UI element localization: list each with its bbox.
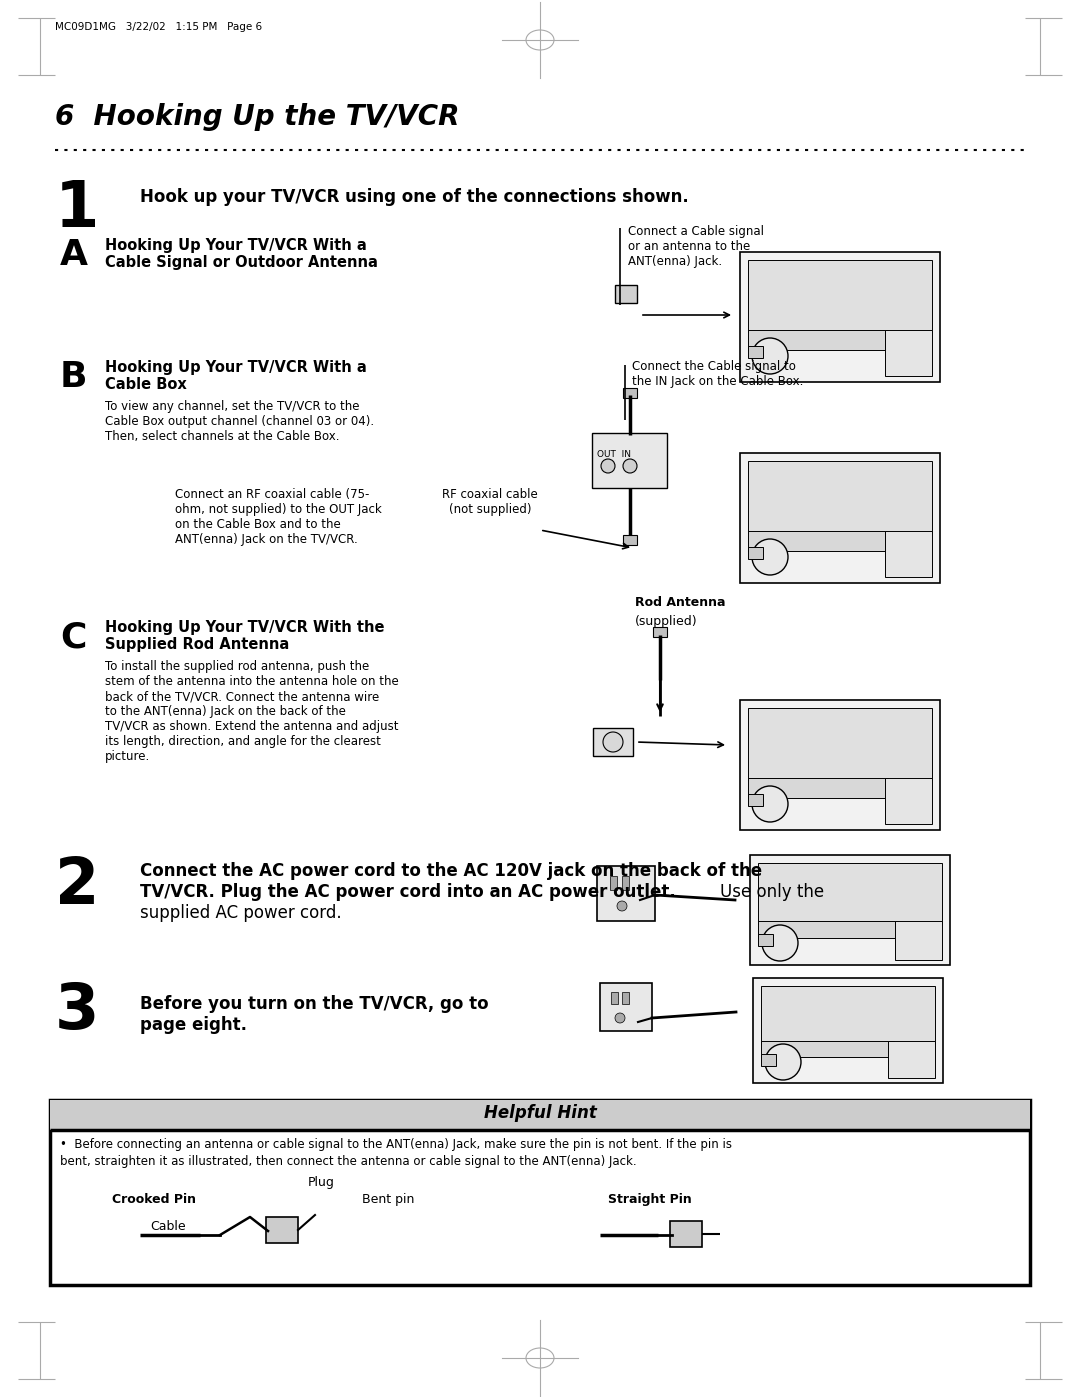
Bar [748,531,888,550]
Bar [750,855,950,965]
Bar [758,935,773,946]
Circle shape [603,732,623,752]
Text: Bent pin: Bent pin [362,1193,415,1206]
Circle shape [752,539,788,576]
Text: •  Before connecting an antenna or cable signal to the ANT(enna) Jack, make sure: • Before connecting an antenna or cable … [60,1139,732,1151]
Text: bent, straighten it as illustrated, then connect the antenna or cable signal to : bent, straighten it as illustrated, then… [60,1155,636,1168]
Bar [748,345,762,358]
Bar [622,876,629,890]
Circle shape [752,338,788,374]
Text: Connect the Cable signal to
the IN Jack on the Cable Box.: Connect the Cable signal to the IN Jack … [632,360,804,388]
Bar [748,330,888,349]
Bar [888,1041,935,1077]
Circle shape [617,901,627,911]
Text: supplied AC power cord.: supplied AC power cord. [140,904,341,922]
Bar [885,330,932,376]
Text: 1: 1 [55,177,99,240]
Text: Straight Pin: Straight Pin [608,1193,692,1206]
Bar [597,866,654,921]
Bar [593,728,633,756]
Circle shape [623,460,637,474]
Text: 3: 3 [55,981,99,1042]
Bar [622,992,629,1004]
Bar [748,778,888,798]
Text: B: B [60,360,87,394]
Circle shape [600,460,615,474]
Bar [610,876,617,890]
Bar [753,978,943,1083]
Text: Hooking Up Your TV/VCR With a
Cable Box: Hooking Up Your TV/VCR With a Cable Box [105,360,367,393]
Circle shape [765,1044,801,1080]
Bar [740,251,940,381]
Text: To install the supplied rod antenna, push the
stem of the antenna into the anten: To install the supplied rod antenna, pus… [105,659,399,763]
Bar [885,778,932,823]
Bar [885,531,932,577]
Circle shape [762,925,798,961]
Text: Helpful Hint: Helpful Hint [484,1104,596,1122]
Bar [623,388,637,398]
Bar [748,708,932,780]
Bar [748,546,762,559]
Text: C: C [60,620,86,654]
Text: Hook up your TV/VCR using one of the connections shown.: Hook up your TV/VCR using one of the con… [140,189,689,205]
Bar [592,433,667,488]
Bar [761,1041,894,1056]
Bar [761,1053,777,1066]
Text: 2: 2 [55,855,99,916]
Text: Plug: Plug [308,1176,335,1189]
Text: MC09D1MG   3/22/02   1:15 PM   Page 6: MC09D1MG 3/22/02 1:15 PM Page 6 [55,22,262,32]
Bar [761,986,935,1044]
Bar [653,627,667,637]
Text: Connect a Cable signal
or an antenna to the
ANT(enna) Jack.: Connect a Cable signal or an antenna to … [627,225,764,268]
Bar [266,1217,298,1243]
Bar [758,863,942,923]
Text: Connect the AC power cord to the AC 120V jack on the back of the: Connect the AC power cord to the AC 120V… [140,862,762,880]
Bar [50,1099,1030,1130]
Bar [670,1221,702,1248]
Text: OUT  IN: OUT IN [597,450,631,460]
Text: A: A [60,237,87,272]
Text: Cable: Cable [150,1220,186,1234]
Text: Hooking Up Your TV/VCR With the
Supplied Rod Antenna: Hooking Up Your TV/VCR With the Supplied… [105,620,384,652]
Bar [615,285,637,303]
Bar [50,1099,1030,1285]
Bar [748,793,762,806]
Text: RF coaxial cable
(not supplied): RF coaxial cable (not supplied) [442,488,538,515]
Bar [600,983,652,1031]
Bar [748,461,932,532]
Text: Before you turn on the TV/VCR, go to
page eight.: Before you turn on the TV/VCR, go to pag… [140,995,488,1034]
Circle shape [752,787,788,821]
Text: Crooked Pin: Crooked Pin [112,1193,195,1206]
Text: Hooking Up Your TV/VCR With a
Cable Signal or Outdoor Antenna: Hooking Up Your TV/VCR With a Cable Sign… [105,237,378,271]
Text: 6  Hooking Up the TV/VCR: 6 Hooking Up the TV/VCR [55,103,459,131]
Text: Rod Antenna: Rod Antenna [635,597,726,609]
Text: TV/VCR. Plug the AC power cord into an AC power outlet.: TV/VCR. Plug the AC power cord into an A… [140,883,681,901]
Bar [611,992,618,1004]
Bar [895,921,942,960]
Bar [740,453,940,583]
Bar [740,700,940,830]
Bar [748,260,932,331]
Text: (supplied): (supplied) [635,615,698,629]
Bar [758,921,897,937]
Text: To view any channel, set the TV/VCR to the
Cable Box output channel (channel 03 : To view any channel, set the TV/VCR to t… [105,400,374,443]
Circle shape [615,1013,625,1023]
Text: Use only the: Use only the [720,883,824,901]
Bar [623,535,637,545]
Text: Connect an RF coaxial cable (75-
ohm, not supplied) to the OUT Jack
on the Cable: Connect an RF coaxial cable (75- ohm, no… [175,488,381,546]
